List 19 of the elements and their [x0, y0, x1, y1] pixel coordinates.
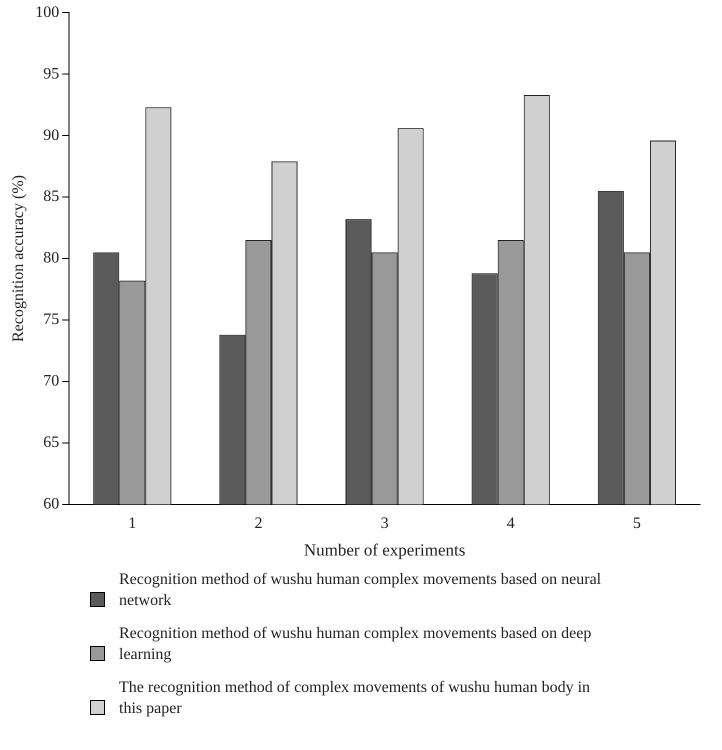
y-tick-label: 80	[43, 250, 60, 267]
y-axis-title: Recognition accuracy (%)	[10, 174, 27, 342]
x-axis-title: Number of experiments	[304, 540, 466, 560]
x-tick-label: 3	[380, 515, 389, 532]
y-tick-label: 85	[43, 188, 60, 206]
legend-label: Recognition method of wushu human complex movements based on neural network	[119, 570, 602, 611]
x-tick-label: 4	[506, 515, 515, 532]
legend-label: Recognition method of wushu human complex movements based on deep learning	[119, 624, 592, 665]
legend-label: The recognition method of complex movements of wushu human body in this paper	[119, 678, 592, 719]
y-tick-label: 75	[43, 311, 60, 328]
x-tick-label: 2	[254, 515, 262, 532]
y-tick-label: 90	[43, 126, 60, 144]
y-tick-label: 60	[43, 496, 60, 513]
x-tick-label: 5	[632, 515, 641, 532]
y-tick-label: 100	[35, 4, 60, 21]
y-tick-label: 65	[43, 434, 60, 452]
y-tick-label: 95	[43, 65, 60, 82]
y-tick-label: 70	[43, 372, 60, 390]
x-tick-label: 1	[128, 515, 136, 532]
